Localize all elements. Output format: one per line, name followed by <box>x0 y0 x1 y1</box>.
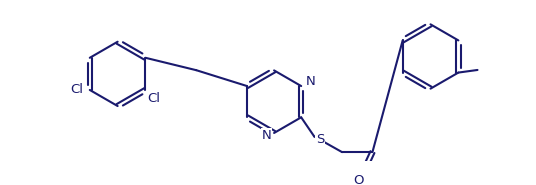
Text: S: S <box>316 133 324 146</box>
Text: N: N <box>262 129 271 142</box>
Text: O: O <box>353 174 364 185</box>
Text: Cl: Cl <box>70 83 83 96</box>
Text: N: N <box>306 75 315 88</box>
Text: Cl: Cl <box>147 92 160 105</box>
